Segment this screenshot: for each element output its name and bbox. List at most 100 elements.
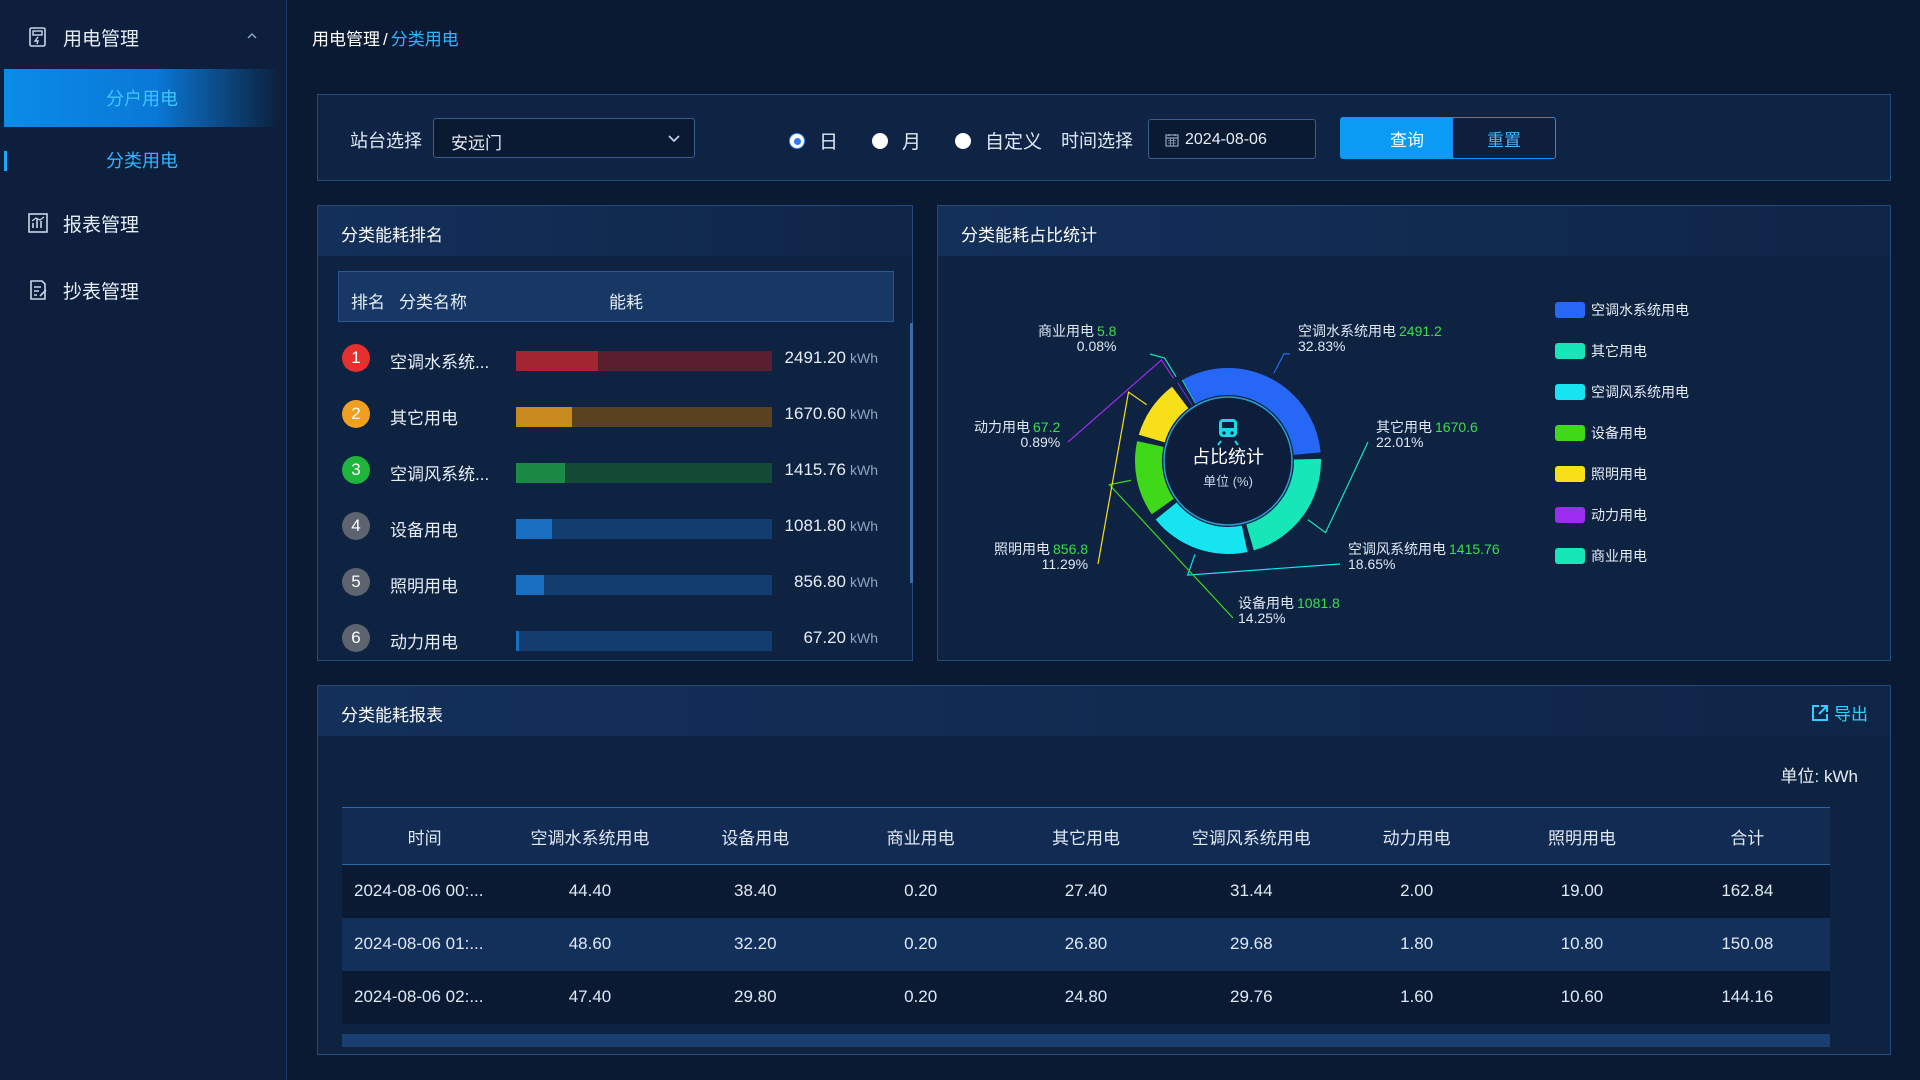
radio-day[interactable]: 日 bbox=[789, 127, 838, 154]
table-horizontal-scrollbar[interactable] bbox=[342, 1034, 1830, 1047]
export-button[interactable]: 导出 bbox=[1810, 700, 1868, 725]
submenu-label: 分户用电 bbox=[106, 89, 178, 109]
station-value: 安远门 bbox=[451, 134, 502, 153]
column-header[interactable]: 合计 bbox=[1664, 807, 1830, 865]
table-cell: 162.84 bbox=[1664, 864, 1830, 918]
rank-badge: 3 bbox=[342, 456, 370, 484]
category-name: 空调风系统... bbox=[390, 465, 490, 484]
table-cell: 0.20 bbox=[837, 917, 1004, 971]
energy-bar-fill bbox=[516, 407, 572, 427]
menu-group-report-management[interactable]: 报表管理 bbox=[0, 195, 287, 251]
station-select[interactable]: 安远门 bbox=[433, 118, 695, 158]
energy-bar-track bbox=[516, 575, 772, 595]
ratio-panel: 分类能耗占比统计 占比统计 单位 (%) 空调水系统用电 2491.2 32.83% 其… bbox=[937, 205, 1891, 661]
radio-custom[interactable]: 自定义 bbox=[955, 127, 1042, 154]
legend-item[interactable]: 空调风系统用电 bbox=[1555, 382, 1689, 402]
list-item: 3 空调风系统... 1415.76 kWh bbox=[338, 448, 878, 488]
table-cell: 27.40 bbox=[1003, 864, 1169, 918]
column-header[interactable]: 设备用电 bbox=[672, 807, 838, 865]
time-label: 时间选择 bbox=[1061, 131, 1133, 151]
legend-label: 照明用电 bbox=[1591, 466, 1647, 482]
breadcrumb: 用电管理 / 分类用电 bbox=[312, 25, 459, 50]
legend-item[interactable]: 空调水系统用电 bbox=[1555, 300, 1689, 320]
energy-value: 2491.20 kWh bbox=[784, 348, 878, 367]
energy-value: 1415.76 kWh bbox=[784, 460, 878, 479]
legend-item[interactable]: 设备用电 bbox=[1555, 423, 1647, 443]
donut-leader-line bbox=[1067, 359, 1175, 443]
column-header[interactable]: 时间 bbox=[342, 807, 508, 865]
table-cell: 48.60 bbox=[507, 917, 673, 971]
breadcrumb-parent[interactable]: 用电管理 bbox=[312, 30, 380, 49]
donut-slice[interactable] bbox=[1246, 458, 1321, 551]
legend-item[interactable]: 商业用电 bbox=[1555, 546, 1647, 566]
breadcrumb-separator: / bbox=[383, 30, 388, 49]
calendar-icon bbox=[1165, 134, 1179, 147]
radio-dot[interactable] bbox=[872, 132, 888, 149]
table-cell: 0.20 bbox=[837, 864, 1004, 918]
submenu-category-power[interactable]: 分类用电 bbox=[4, 131, 280, 189]
ranking-scrollbar[interactable] bbox=[910, 323, 913, 583]
legend-swatch bbox=[1555, 343, 1585, 359]
table-cell: 38.40 bbox=[672, 864, 838, 918]
header-rank: 排名 bbox=[351, 293, 385, 312]
table-cell: 2024-08-06 02:... bbox=[342, 970, 508, 1024]
donut-slice[interactable] bbox=[1135, 441, 1174, 515]
donut-slice-label: 其它用电 1670.6 22.01% bbox=[1376, 419, 1478, 450]
energy-bar-fill bbox=[516, 631, 519, 651]
energy-bar-track bbox=[516, 519, 772, 539]
energy-value: 856.80 kWh bbox=[794, 572, 878, 591]
radio-month[interactable]: 月 bbox=[872, 127, 921, 154]
date-picker[interactable]: 2024-08-06 bbox=[1148, 119, 1316, 159]
energy-bar-track bbox=[516, 351, 772, 371]
table-cell: 2024-08-06 00:... bbox=[342, 864, 508, 918]
legend-swatch bbox=[1555, 384, 1585, 400]
donut-slice[interactable] bbox=[1182, 368, 1321, 455]
panel-title: 分类能耗占比统计 bbox=[961, 226, 1097, 245]
menu-group-power-management[interactable]: 用电管理 bbox=[0, 9, 287, 65]
table-row: 2024-08-06 00:... 44.40 38.40 0.20 27.40 31.4… bbox=[342, 864, 1830, 918]
submenu-household-power[interactable]: 分户用电 bbox=[4, 69, 280, 127]
breadcrumb-current: 分类用电 bbox=[390, 30, 459, 49]
legend-label: 动力用电 bbox=[1591, 507, 1647, 523]
chevron-down-icon bbox=[668, 135, 680, 143]
export-icon bbox=[1812, 704, 1828, 721]
donut-slice[interactable] bbox=[1181, 379, 1196, 404]
column-header[interactable]: 空调风系统用电 bbox=[1168, 807, 1334, 865]
menu-group-label: 报表管理 bbox=[63, 214, 140, 236]
legend-item[interactable]: 照明用电 bbox=[1555, 464, 1647, 484]
chart-report-icon bbox=[28, 213, 48, 233]
list-item: 2 其它用电 1670.60 kWh bbox=[338, 392, 878, 432]
column-header[interactable]: 动力用电 bbox=[1333, 807, 1500, 865]
table-cell: 2024-08-06 01:... bbox=[342, 917, 508, 971]
donut-slice[interactable] bbox=[1138, 386, 1189, 443]
column-header[interactable]: 照明用电 bbox=[1499, 807, 1665, 865]
column-header[interactable]: 空调水系统用电 bbox=[507, 807, 673, 865]
sidebar: 用电管理 分户用电 分类用电 报表管理 抄表管理 bbox=[0, 0, 287, 1080]
legend-label: 空调风系统用电 bbox=[1591, 384, 1689, 400]
donut-slice-label: 空调水系统用电 2491.2 32.83% bbox=[1298, 323, 1442, 354]
legend-item[interactable]: 动力用电 bbox=[1555, 505, 1647, 525]
radio-dot-checked[interactable] bbox=[789, 132, 805, 149]
rank-badge: 6 bbox=[342, 624, 370, 652]
radio-dot[interactable] bbox=[955, 132, 971, 149]
column-header[interactable]: 商业用电 bbox=[837, 807, 1004, 865]
report-panel: 分类能耗报表 导出 单位: kWh 时间 空调水系统用电 设备用电 商业用电 其它用电空… bbox=[317, 685, 1891, 1055]
query-button[interactable]: 查询 bbox=[1340, 117, 1474, 159]
energy-bar-fill bbox=[516, 519, 552, 539]
chevron-up-icon[interactable] bbox=[247, 31, 257, 41]
legend-item[interactable]: 其它用电 bbox=[1555, 341, 1647, 361]
donut-slice[interactable] bbox=[1155, 502, 1248, 554]
ranking-panel: 分类能耗排名 排名 分类名称 能耗 1 空调水系统... 2491.20 kWh 2 其它… bbox=[317, 205, 913, 661]
train-icon bbox=[1217, 419, 1239, 446]
list-item: 1 空调水系统... 2491.20 kWh bbox=[338, 336, 878, 376]
menu-group-meter-reading[interactable]: 抄表管理 bbox=[0, 262, 287, 318]
reset-button[interactable]: 重置 bbox=[1452, 117, 1556, 159]
rank-badge: 1 bbox=[342, 344, 370, 372]
donut-slice[interactable] bbox=[1177, 382, 1193, 406]
panel-header: 分类能耗占比统计 bbox=[938, 206, 1890, 256]
legend-swatch bbox=[1555, 466, 1585, 482]
column-header[interactable]: 其它用电 bbox=[1003, 807, 1169, 865]
donut-leader-line bbox=[1307, 441, 1369, 534]
energy-value: 1670.60 kWh bbox=[784, 404, 878, 423]
category-name: 空调水系统... bbox=[390, 353, 490, 372]
